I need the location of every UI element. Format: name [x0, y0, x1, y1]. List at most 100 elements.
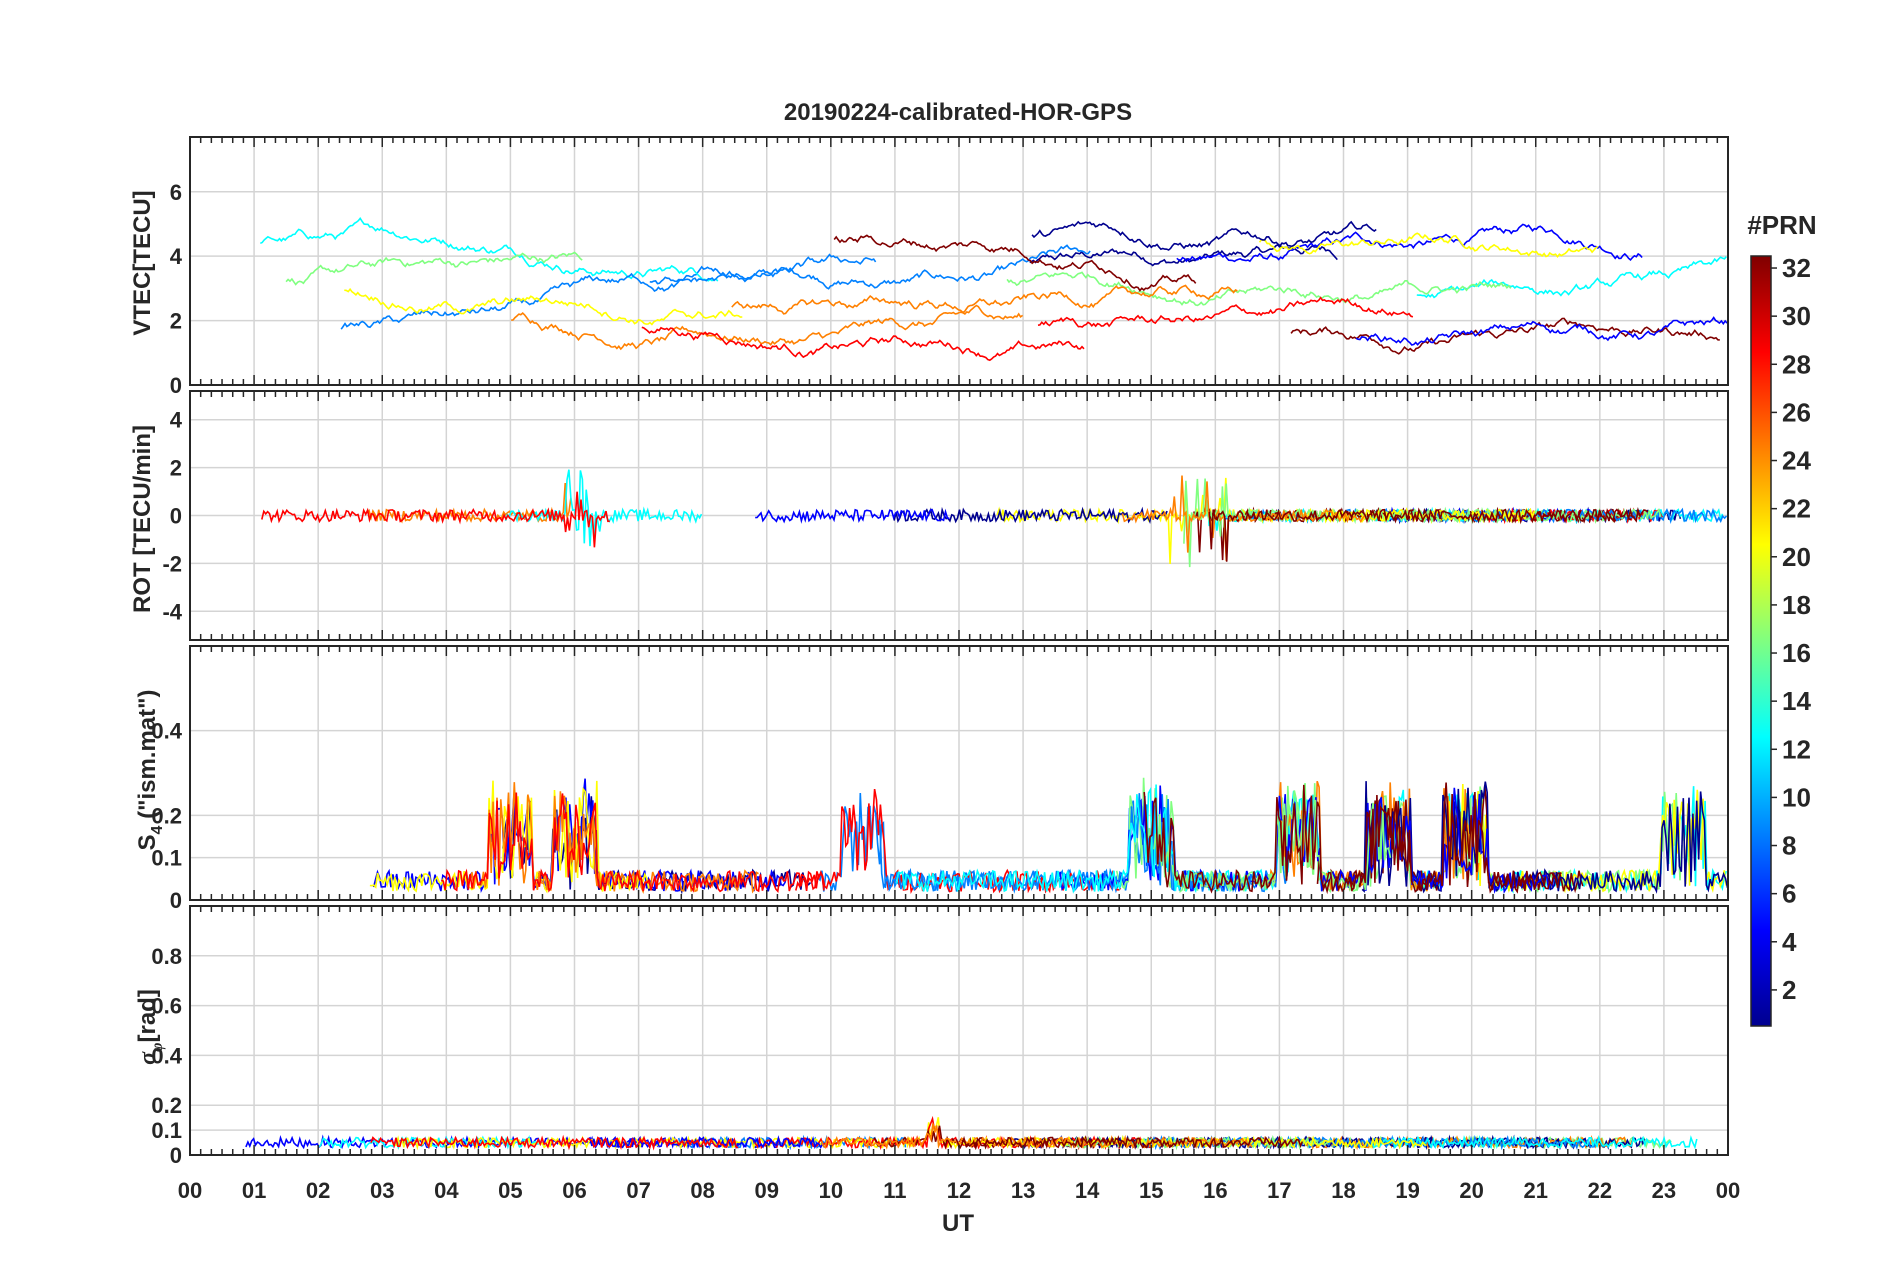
colorbar-gradient: [1750, 255, 1772, 1027]
y-tick-label: 0.1: [151, 846, 182, 871]
x-tick-label: 07: [626, 1178, 650, 1203]
series-line: [511, 304, 1024, 351]
x-tick-label: 04: [434, 1178, 459, 1203]
colorbar-tick-label: 32: [1782, 253, 1811, 283]
y-tick-label: 6: [170, 180, 182, 205]
y-tick-label: 0: [170, 1143, 182, 1168]
y-tick-label: 0.2: [151, 1093, 182, 1118]
y-tick-label: 0.8: [151, 944, 182, 969]
series-line: [465, 782, 759, 895]
series-line: [1176, 223, 1643, 263]
x-tick-label: 05: [498, 1178, 522, 1203]
x-tick-label: 18: [1331, 1178, 1355, 1203]
y-tick-label: 0.4: [151, 719, 182, 744]
series-line: [259, 217, 719, 282]
series-line: [370, 1134, 739, 1151]
series-line: [641, 326, 1085, 362]
colorbar-tick-label: 16: [1782, 638, 1811, 668]
x-tick-label: 10: [819, 1178, 843, 1203]
series-line: [1143, 782, 1562, 894]
y-tick-label: 2: [170, 309, 182, 334]
y-tick-label: 4: [170, 244, 183, 269]
x-tick-label: 09: [755, 1178, 779, 1203]
series-line: [1371, 1135, 1698, 1150]
series-line: [1416, 256, 1727, 299]
y-tick-label: 0.1: [151, 1118, 182, 1143]
x-tick-label: 20: [1459, 1178, 1483, 1203]
colorbar-tick-label: 26: [1782, 397, 1811, 427]
series-line: [1290, 317, 1720, 355]
y-tick-label: -2: [162, 551, 182, 576]
panel-rot: -4 -2 0 2 4: [162, 390, 1729, 641]
x-tick-label: 06: [562, 1178, 586, 1203]
series-line: [504, 469, 703, 547]
y-tick-label: 0: [170, 504, 182, 529]
series-group: [245, 1115, 1698, 1151]
colorbar-tick-label: 24: [1782, 446, 1811, 476]
y-tick-label: 0: [170, 888, 182, 913]
colorbar-tick-label: 8: [1782, 831, 1796, 861]
x-tick-label: 23: [1652, 1178, 1676, 1203]
y-tick-label: 0.4: [151, 1043, 182, 1068]
chart-title: 20190224-calibrated-HOR-GPS: [784, 99, 1132, 126]
colorbar-tick-label: 12: [1782, 734, 1811, 764]
y-tick-label: 0.6: [151, 994, 182, 1019]
x-tick-label: 02: [306, 1178, 330, 1203]
svg-text:ROT [TECU/min]: ROT [TECU/min]: [129, 425, 156, 613]
x-tick-label: 19: [1395, 1178, 1419, 1203]
colorbar-tick-label: 20: [1782, 542, 1811, 572]
x-tick-label: 00: [1716, 1178, 1740, 1203]
x-tick-label: 15: [1139, 1178, 1163, 1203]
series-line: [440, 792, 825, 893]
series-line: [1006, 271, 1512, 307]
x-tick-label: 03: [370, 1178, 394, 1203]
colorbar-tick-label: 14: [1782, 686, 1811, 716]
svg-text:VTEC[TECU]: VTEC[TECU]: [129, 190, 156, 335]
series-line: [1258, 232, 1599, 259]
svg-text:σφ[rad]: σφ[rad]: [134, 989, 166, 1065]
x-axis-label: UT: [942, 1210, 974, 1237]
series-group: [369, 777, 1729, 895]
series-group: [261, 469, 1728, 568]
y-tick-label: -4: [162, 599, 182, 624]
colorbar-tick-label: 30: [1782, 301, 1811, 331]
x-tick-label: 13: [1011, 1178, 1035, 1203]
colorbar-tick-label: 22: [1782, 494, 1811, 524]
colorbar-tick-label: 10: [1782, 782, 1811, 812]
y-label-vtec: VTEC[TECU]: [129, 190, 156, 335]
x-axis: 00 01 02 03 04 05 06 07 08 09 10 11 12 13 14 15 16 17 18 19…: [178, 1178, 1740, 1203]
series-line: [893, 506, 1168, 524]
y-tick-label: 0: [170, 373, 182, 398]
series-line: [1031, 220, 1377, 251]
series-line: [344, 287, 743, 326]
x-tick-label: 14: [1075, 1178, 1100, 1203]
x-tick-label: 11: [883, 1178, 906, 1203]
y-label-sigma-phi: σφ[rad]: [134, 989, 166, 1065]
x-tick-label: 08: [690, 1178, 714, 1203]
series-line: [340, 253, 877, 330]
y-label-s4: S4 ("ism.mat"): [134, 689, 166, 850]
x-tick-label: 17: [1267, 1178, 1291, 1203]
colorbar-tick-label: 4: [1782, 927, 1797, 957]
series-line: [949, 1134, 1427, 1150]
series-line: [261, 491, 610, 548]
colorbar-label: #PRN: [1747, 210, 1816, 240]
y-tick-label: 0.2: [151, 803, 182, 828]
y-label-rot: ROT [TECU/min]: [129, 425, 156, 613]
x-tick-label: 12: [947, 1178, 971, 1203]
series-line: [1361, 781, 1729, 894]
x-tick-label: 01: [242, 1178, 266, 1203]
series-line: [955, 1135, 1304, 1151]
series-line: [1037, 296, 1414, 328]
series-line: [1355, 316, 1728, 346]
series-line: [833, 234, 1197, 292]
series-line: [1208, 507, 1649, 562]
series-line: [755, 508, 950, 524]
colorbar-tick-label: 6: [1782, 879, 1796, 909]
y-tick-label: 4: [170, 408, 183, 433]
x-tick-label: 21: [1524, 1178, 1548, 1203]
svg-text:S4 ("ism.mat"): S4 ("ism.mat"): [134, 689, 166, 850]
colorbar-tick-label: 2: [1782, 975, 1796, 1005]
